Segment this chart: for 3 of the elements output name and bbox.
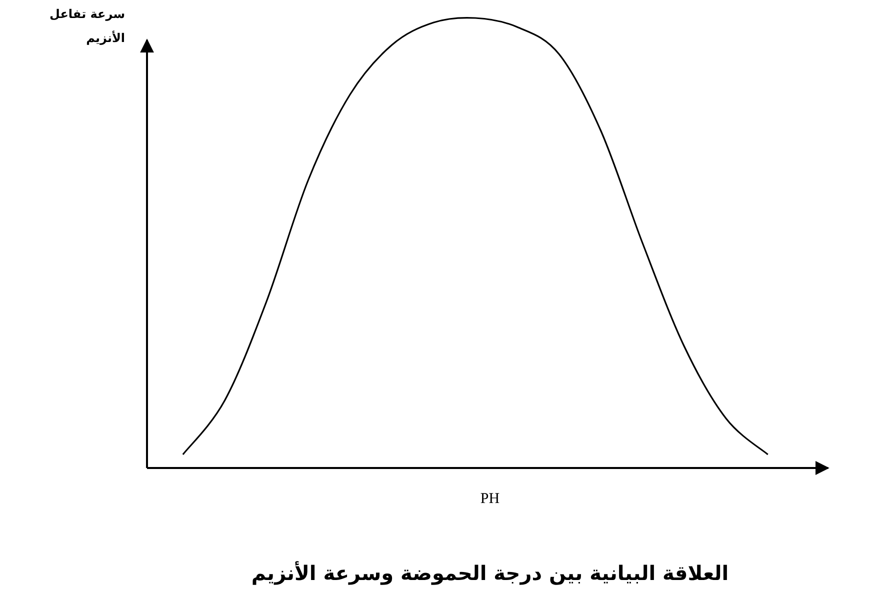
x-axis-title: PH [480,491,500,507]
y-axis-title: سرعة تفاعل الأنزيم [48,6,125,47]
text: العلاقة البيانية بين درجة الحموضة وسرعة الأنزيم [251,561,729,585]
